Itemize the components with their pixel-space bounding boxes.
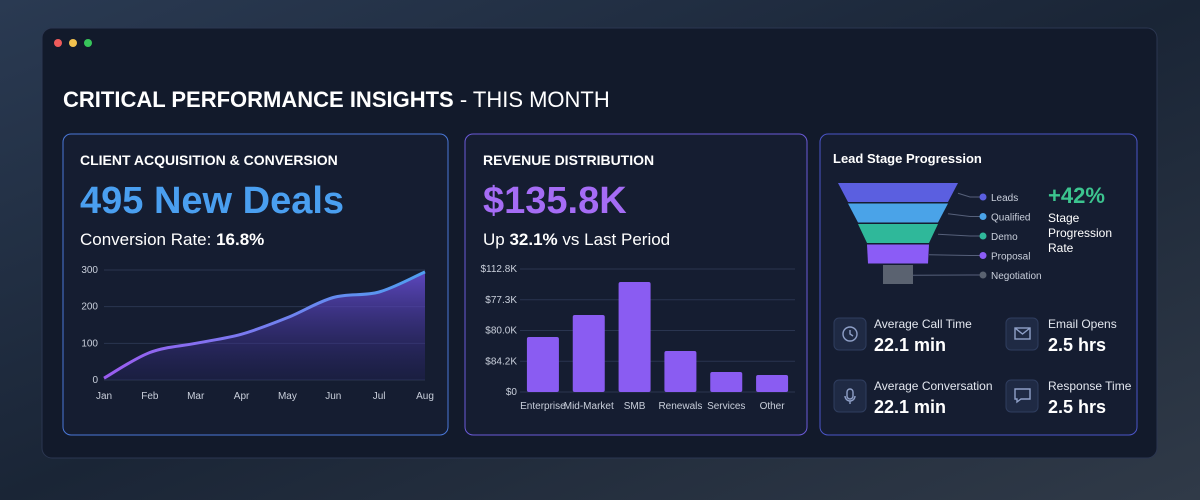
legend-label: Proposal [991, 252, 1030, 263]
mic-stand [844, 395, 856, 404]
x-tick-label: Other [760, 401, 786, 412]
x-tick-label: Jan [96, 391, 112, 402]
rate-label: Stage Progression Rate [1048, 211, 1112, 255]
leader-line [957, 192, 980, 198]
legend-dot [979, 271, 987, 279]
funnel-stage [883, 265, 913, 284]
metric-value: 22.1 min [874, 335, 946, 355]
x-tick-label: Services [707, 401, 745, 412]
icon-box [833, 379, 867, 413]
x-tick-label: Aug [416, 391, 434, 402]
metric-value: 2.5 hrs [1048, 335, 1106, 355]
change-suffix: vs Last Period [562, 230, 670, 249]
chat-icon [1014, 388, 1031, 404]
x-tick-label: Apr [234, 391, 250, 402]
legend-label: Leads [991, 193, 1018, 204]
metric-label: Email Opens [1048, 317, 1117, 331]
metric-label: Response Time [1048, 379, 1132, 393]
mail-flap [1014, 327, 1031, 335]
min-dot[interactable] [69, 39, 77, 47]
x-tick-label: Mar [187, 391, 205, 402]
y-tick-label: $80.0K [485, 326, 517, 337]
icons [842, 326, 1031, 404]
clock-hand [849, 330, 854, 337]
leader-line [937, 233, 980, 237]
x-tick-label: SMB [624, 401, 646, 412]
card-heading: REVENUE DISTRIBUTION [483, 152, 654, 168]
legend-dot [979, 252, 987, 259]
change-prefix: Up [483, 230, 505, 249]
headline: $135.8K [483, 180, 627, 222]
x-tick-label: May [278, 391, 297, 402]
line-area [104, 271, 425, 380]
y-tick-label: $77.3K [485, 295, 517, 306]
card-heading: Lead Stage Progression [833, 151, 982, 166]
y-tick-label: 300 [81, 265, 98, 276]
legend-dot [979, 213, 987, 220]
icon-box [1005, 379, 1039, 413]
rate-value: 16.8% [216, 230, 264, 249]
close-dot[interactable] [54, 39, 62, 47]
max-dot[interactable] [84, 39, 92, 47]
mail-icon [1014, 327, 1031, 340]
leader-line [928, 254, 980, 256]
legend-label: Demo [991, 232, 1018, 243]
metric-value: 22.1 min [874, 397, 946, 417]
change-line: Up 32.1% vs Last Period [483, 230, 670, 249]
x-tick-label: Mid-Market [564, 401, 614, 412]
rate-label-line: Rate [1048, 241, 1074, 255]
funnel-stage [838, 183, 958, 202]
legend-label: Qualified [991, 213, 1030, 224]
y-tick-label: 200 [81, 302, 98, 313]
legend-dot [979, 232, 987, 240]
funnel-stage [858, 224, 938, 243]
rate-label-line: Progression [1048, 226, 1112, 240]
title-main: CRITICAL PERFORMANCE INSIGHTS [63, 87, 454, 112]
y-tick-label: $112.8K [480, 264, 517, 275]
x-tick-label: Renewals [658, 401, 702, 412]
y-tick-label: 100 [81, 338, 98, 349]
x-tick-label: Jun [325, 391, 341, 402]
mic-icon [846, 388, 854, 400]
headline: 495 New Deals [80, 180, 344, 222]
bar [572, 315, 605, 392]
rate-line: Conversion Rate: 16.8% [80, 230, 264, 249]
x-tick-label: Jul [373, 391, 386, 402]
title-sub: - THIS MONTH [460, 87, 610, 112]
metric-label: Average Call Time [874, 317, 972, 331]
bar [618, 281, 651, 392]
leader-line [947, 213, 980, 217]
funnel-stage [848, 203, 948, 223]
line [103, 270, 426, 380]
x-tick-label: Feb [141, 391, 159, 402]
metric-value: 2.5 hrs [1048, 397, 1106, 417]
rate-label-line: Stage [1048, 211, 1080, 225]
x-tick-label: Enterprise [520, 401, 566, 412]
y-tick-label: $0 [506, 387, 518, 398]
metric-label: Average Conversation [874, 379, 993, 393]
y-tick-label: $84.2K [485, 356, 517, 367]
page-title: CRITICAL PERFORMANCE INSIGHTS - THIS MON… [63, 87, 610, 112]
rate-value: +42% [1048, 183, 1105, 208]
rate-label: Conversion Rate: [80, 230, 211, 249]
bar [756, 374, 789, 392]
legend-dot [979, 193, 987, 201]
bar [710, 372, 743, 392]
bar [526, 337, 559, 392]
change-value: 32.1% [509, 230, 557, 249]
card-heading: CLIENT ACQUISITION & CONVERSION [80, 152, 338, 168]
legend-label: Negotiation [991, 271, 1042, 282]
y-tick-label: 0 [92, 375, 98, 386]
funnel-stage [867, 244, 929, 264]
clock-icon [842, 326, 858, 342]
bar [664, 351, 697, 392]
